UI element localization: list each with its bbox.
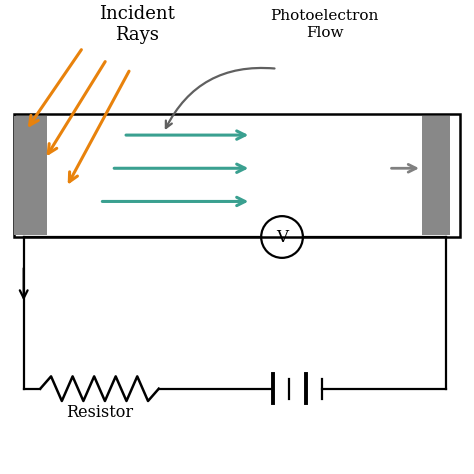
Bar xyxy=(14,114,460,237)
Text: Photoelectron
Flow: Photoelectron Flow xyxy=(271,9,379,40)
Bar xyxy=(14,116,47,235)
Text: V: V xyxy=(276,228,288,246)
Bar xyxy=(422,116,450,235)
Text: Resistor: Resistor xyxy=(66,404,133,421)
Text: Incident
Rays: Incident Rays xyxy=(100,5,175,44)
